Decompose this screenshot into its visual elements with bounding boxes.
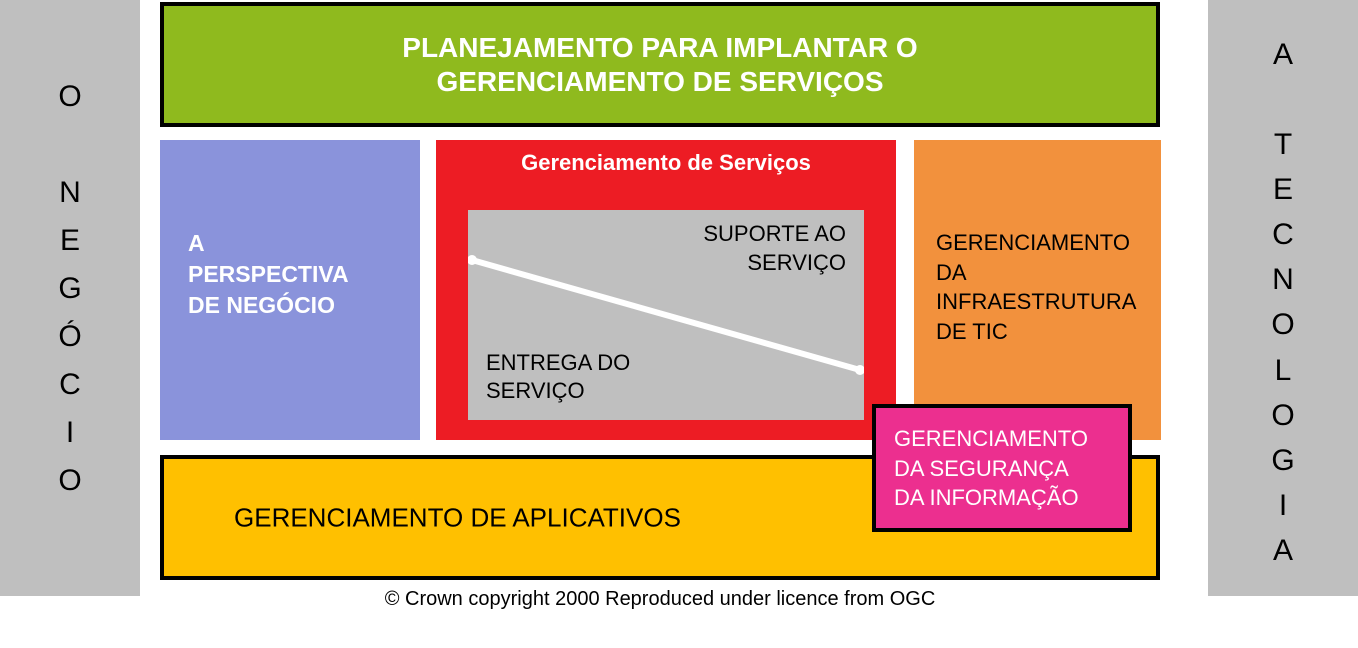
left-pillar-o-negocio: O NEGÓCIO bbox=[0, 0, 140, 596]
right-block-line1: GERENCIAMENTO bbox=[936, 228, 1136, 258]
label-entrega-servico: ENTREGA DOSERVIÇO bbox=[486, 349, 630, 406]
security-line3: DA INFORMAÇÃO bbox=[894, 483, 1088, 513]
footer-copyright: © Crown copyright 2000 Reproduced under … bbox=[160, 588, 1160, 611]
left-block-line2: PERSPECTIVA bbox=[188, 259, 349, 290]
center-block-title: Gerenciamento de Serviços bbox=[436, 150, 896, 176]
block-gerenciamento-servicos: Gerenciamento de Serviços SUPORTE AOSERV… bbox=[436, 140, 896, 440]
right-block-line2: DA bbox=[936, 258, 1136, 288]
label-suporte-servico: SUPORTE AOSERVIÇO bbox=[703, 220, 846, 277]
left-block-line3: DE NEGÓCIO bbox=[188, 290, 349, 321]
right-block-line3: INFRAESTRUTURA bbox=[936, 287, 1136, 317]
top-bar-line1: PLANEJAMENTO PARA IMPLANTAR O bbox=[402, 31, 917, 65]
center-inner-box: SUPORTE AOSERVIÇO ENTREGA DOSERVIÇO bbox=[468, 210, 864, 420]
security-line1: GERENCIAMENTO bbox=[894, 424, 1088, 454]
left-block-line1: A bbox=[188, 228, 349, 259]
right-block-line4: DE TIC bbox=[936, 317, 1136, 347]
block-seguranca-informacao: GERENCIAMENTO DA SEGURANÇA DA INFORMAÇÃO bbox=[872, 404, 1132, 532]
block-perspectiva-negocio: A PERSPECTIVA DE NEGÓCIO bbox=[160, 140, 420, 440]
top-bar-planejamento: PLANEJAMENTO PARA IMPLANTAR O GERENCIAME… bbox=[160, 2, 1160, 127]
security-line2: DA SEGURANÇA bbox=[894, 454, 1088, 484]
block-seguranca-text: GERENCIAMENTO DA SEGURANÇA DA INFORMAÇÃO bbox=[894, 424, 1088, 513]
block-infraestrutura-tic: GERENCIAMENTO DA INFRAESTRUTURA DE TIC bbox=[914, 140, 1161, 440]
block-perspectiva-text: A PERSPECTIVA DE NEGÓCIO bbox=[188, 228, 349, 321]
top-bar-line2: GERENCIAMENTO DE SERVIÇOS bbox=[402, 65, 917, 99]
block-infraestrutura-text: GERENCIAMENTO DA INFRAESTRUTURA DE TIC bbox=[936, 228, 1136, 347]
bottom-bar-text: GERENCIAMENTO DE APLICATIVOS bbox=[234, 502, 681, 533]
right-pillar-a-tecnologia: A TECNOLOGIA bbox=[1208, 0, 1358, 596]
